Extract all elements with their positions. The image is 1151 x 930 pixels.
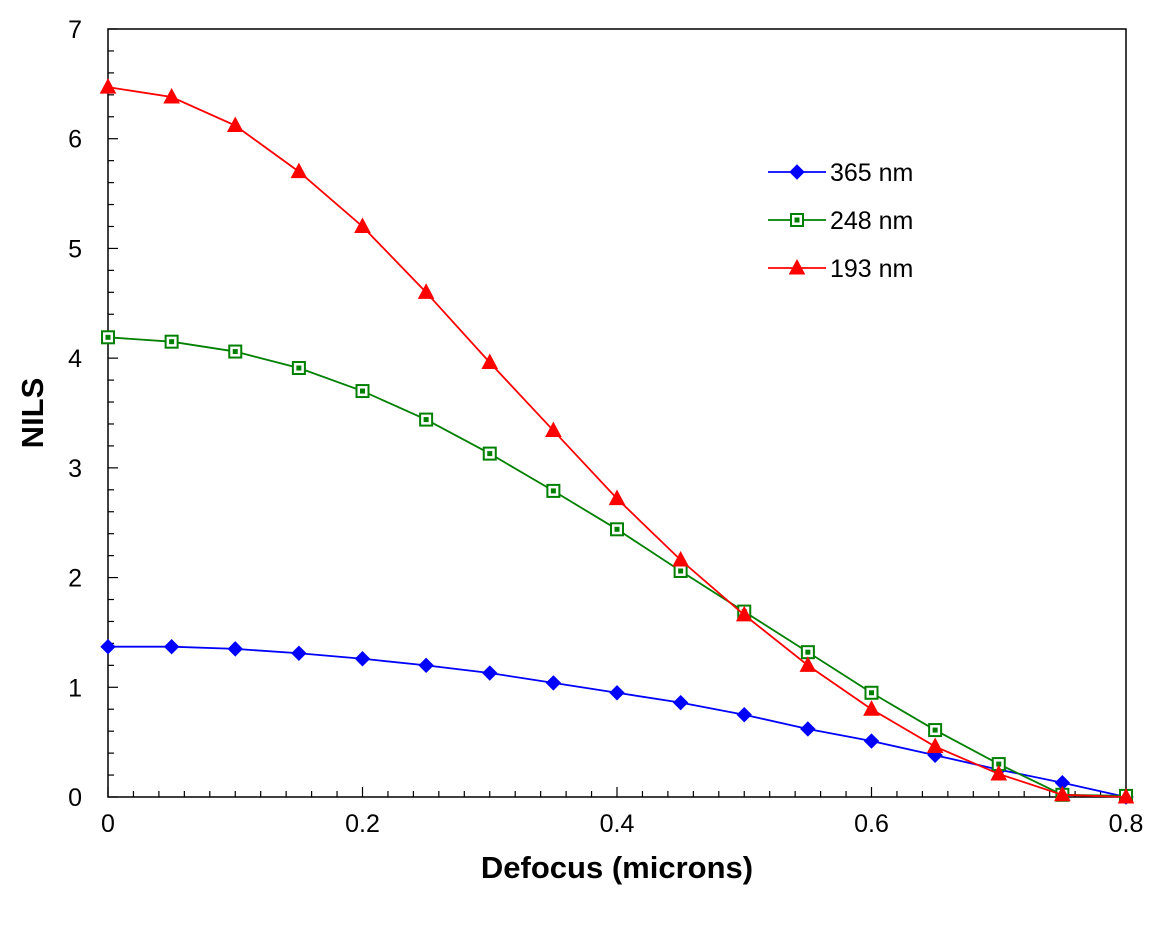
y-tick-label: 5 xyxy=(68,235,82,263)
data-point xyxy=(417,283,435,299)
data-point xyxy=(610,522,624,537)
data-point xyxy=(227,641,243,657)
data-point xyxy=(101,330,115,345)
data-point xyxy=(226,116,244,133)
data-point xyxy=(545,421,562,438)
data-point xyxy=(290,162,308,179)
data-point xyxy=(790,213,804,227)
x-tick-label: 0.2 xyxy=(345,810,380,838)
y-axis-title: NILS xyxy=(15,378,50,449)
x-tick-label: 0.6 xyxy=(854,810,889,838)
data-point xyxy=(355,384,370,399)
x-axis-title: Defocus (microns) xyxy=(481,850,753,885)
y-tick-label: 3 xyxy=(68,455,82,483)
data-point xyxy=(100,638,116,655)
y-tick-label: 1 xyxy=(68,674,82,702)
legend-label: 193 nm xyxy=(830,255,913,283)
y-tick-labels: 0 1 2 3 4 5 6 7 xyxy=(68,16,82,812)
data-point xyxy=(863,733,880,749)
data-point xyxy=(1054,785,1071,802)
data-point xyxy=(863,700,880,716)
data-point xyxy=(928,723,943,738)
data-point xyxy=(482,446,497,461)
data-point xyxy=(672,550,689,567)
data-point xyxy=(926,737,944,754)
x-tick-label: 0 xyxy=(101,810,115,838)
legend-item: 193 nm xyxy=(768,255,913,283)
data-point xyxy=(354,217,371,233)
data-point xyxy=(482,665,498,681)
data-point xyxy=(163,87,180,104)
data-point xyxy=(672,694,689,711)
series-248-nm xyxy=(101,330,1133,803)
x-tick-label: 0.4 xyxy=(600,810,635,838)
data-point xyxy=(163,638,180,655)
data-point xyxy=(546,483,561,498)
y-tick-label: 2 xyxy=(68,565,82,593)
data-point xyxy=(545,675,562,691)
data-point xyxy=(291,645,307,661)
series-193-nm xyxy=(99,78,1135,804)
data-point xyxy=(673,563,688,578)
legend-item: 248 nm xyxy=(768,207,913,235)
data-point xyxy=(419,412,434,427)
data-point xyxy=(481,353,499,370)
series-layer xyxy=(99,78,1135,805)
data-point xyxy=(608,489,626,506)
y-tick-label: 6 xyxy=(68,126,82,154)
legend-label: 365 nm xyxy=(830,159,913,187)
data-point xyxy=(990,764,1008,781)
legend-item: 365 nm xyxy=(768,159,913,187)
data-point xyxy=(788,258,806,275)
data-point xyxy=(736,707,752,723)
data-point xyxy=(800,721,816,737)
data-point xyxy=(418,657,434,674)
data-point xyxy=(1117,787,1135,804)
legend: 365 nm 248 nm 193 nm xyxy=(768,159,913,283)
x-tick-labels: 0 0.2 0.4 0.6 0.8 xyxy=(101,810,1143,838)
data-point xyxy=(164,334,179,349)
y-tick-label: 0 xyxy=(68,784,82,812)
y-tick-label: 7 xyxy=(68,16,82,44)
minor-ticks xyxy=(107,28,1127,798)
data-point xyxy=(354,651,371,667)
data-point xyxy=(99,78,117,94)
data-point xyxy=(228,344,243,359)
y-tick-label: 4 xyxy=(68,345,82,373)
data-point xyxy=(789,164,805,180)
x-tick-label: 0.8 xyxy=(1109,810,1144,838)
data-point xyxy=(735,605,753,622)
data-point xyxy=(609,685,625,701)
data-point xyxy=(864,685,879,700)
legend-label: 248 nm xyxy=(830,207,913,235)
data-point xyxy=(799,656,817,672)
data-point xyxy=(291,361,306,376)
